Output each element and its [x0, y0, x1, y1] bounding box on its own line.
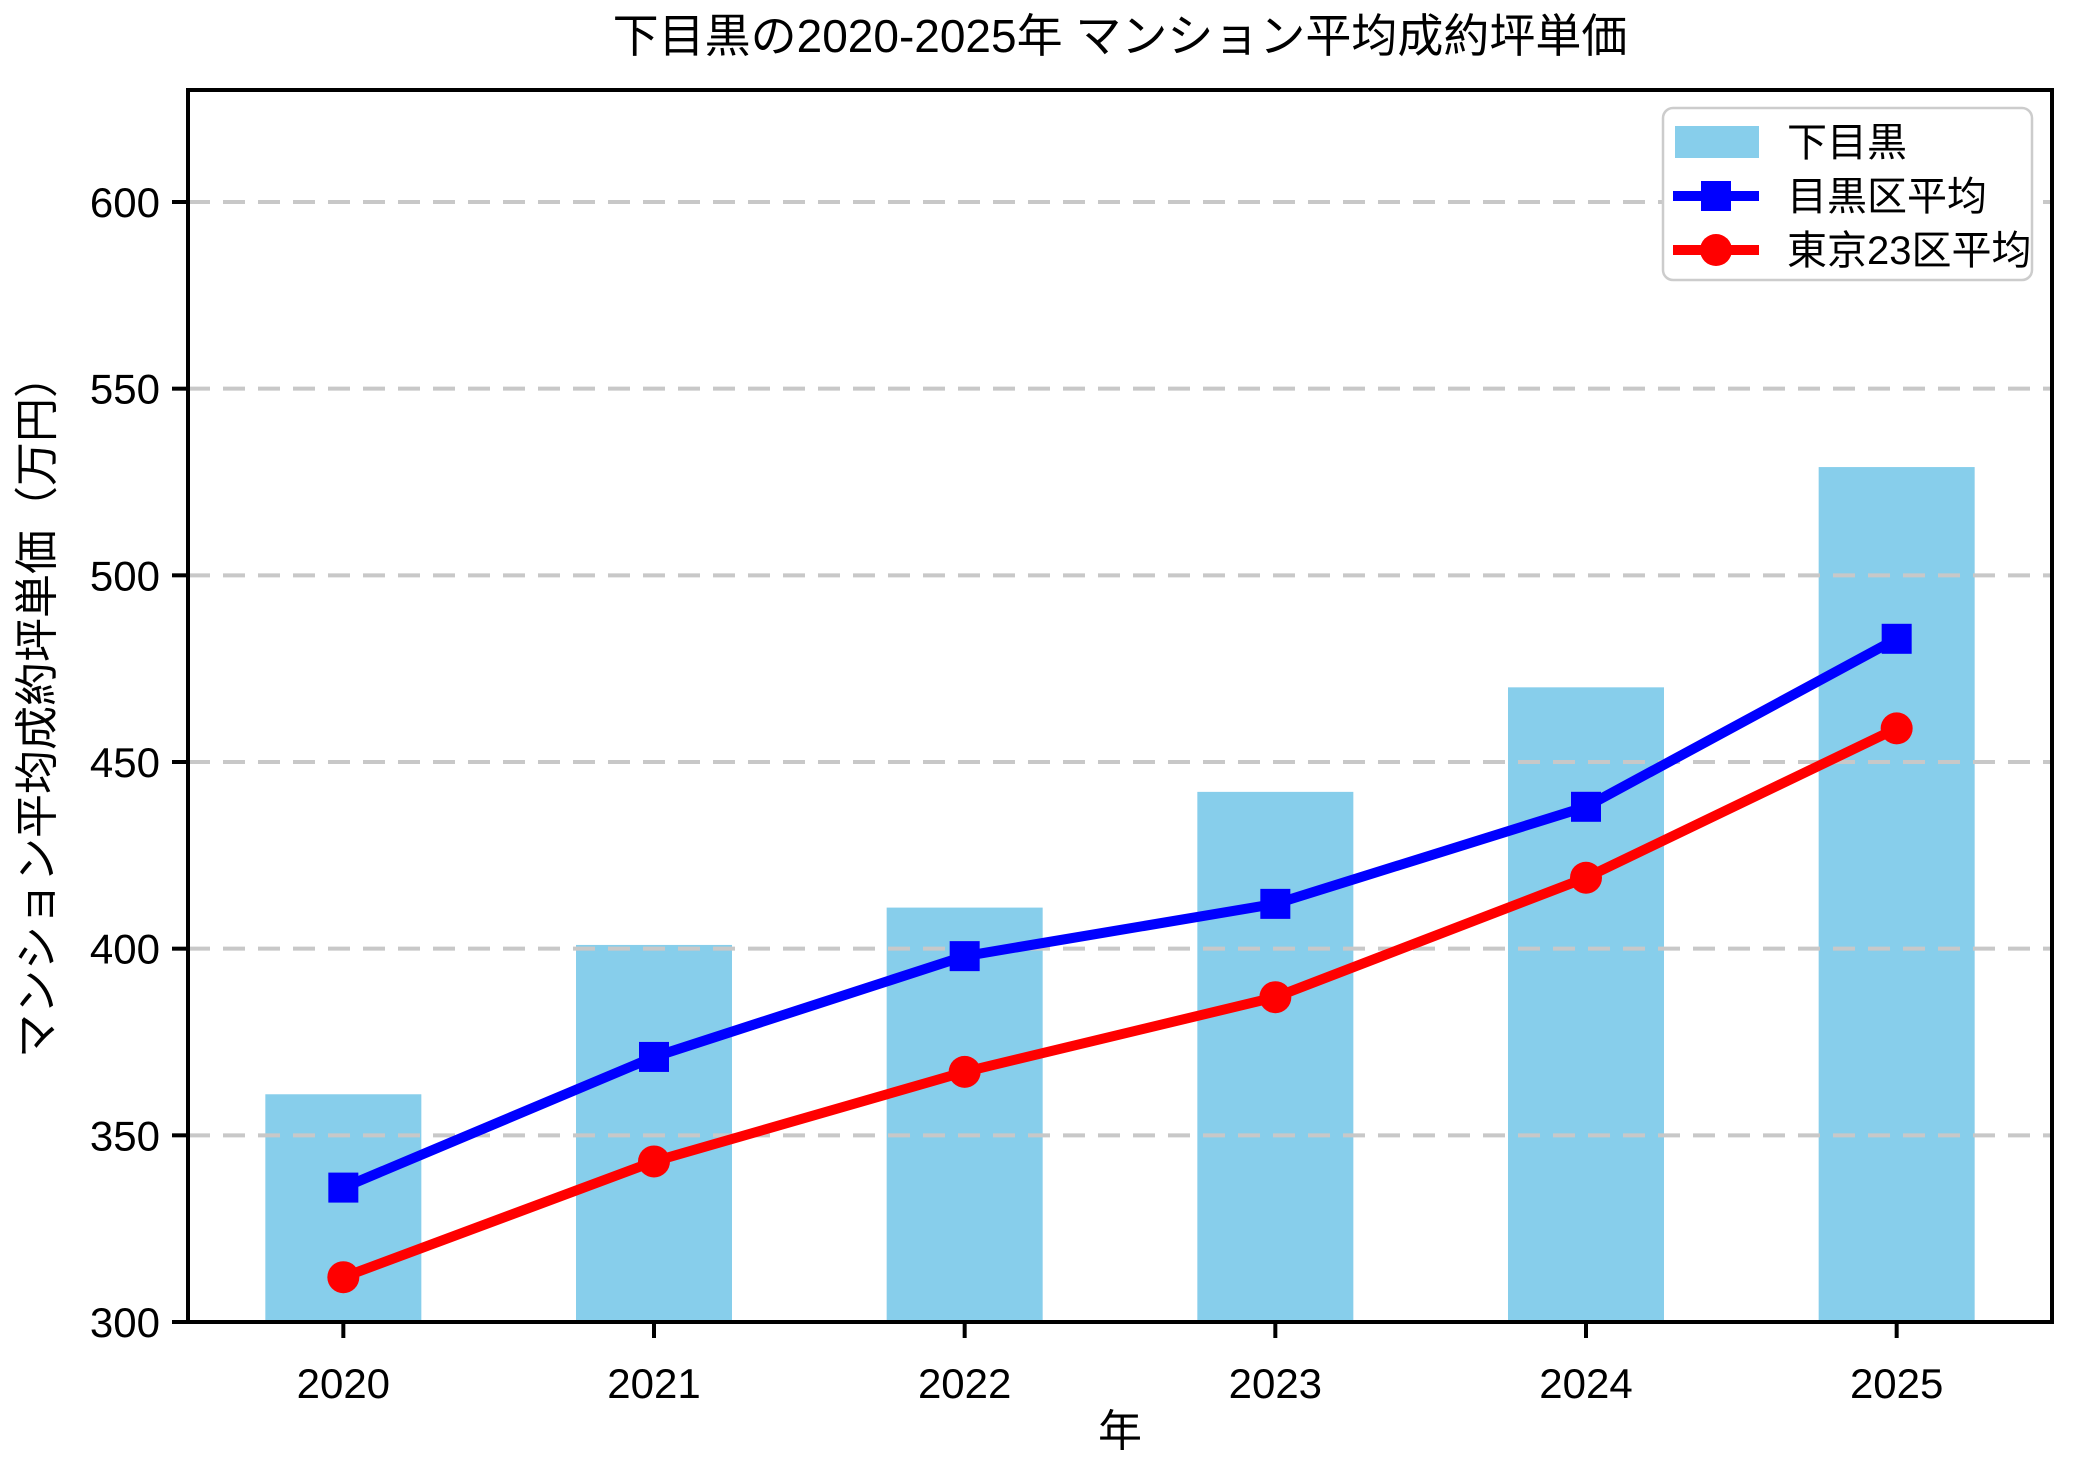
y-tick-label-600: 600 — [90, 179, 160, 226]
x-tick-label-2023: 2023 — [1229, 1360, 1322, 1407]
square-marker — [328, 1172, 359, 1203]
x-tick-label-2022: 2022 — [918, 1360, 1011, 1407]
square-marker — [1881, 623, 1912, 654]
axes-frame — [186, 88, 2054, 1324]
square-marker — [949, 941, 980, 972]
line-series — [327, 623, 1913, 1294]
circle-marker — [1570, 861, 1602, 894]
legend-square-marker — [1701, 181, 1731, 211]
legend-label: 目黒区平均 — [1787, 175, 1987, 219]
y-tick-label-550: 550 — [90, 366, 160, 413]
circle-marker — [1259, 981, 1292, 1014]
y-tick-label-500: 500 — [90, 552, 160, 599]
line-目黒区平均 — [338, 633, 1902, 1193]
square-marker — [639, 1041, 669, 1072]
legend-circle-marker — [1700, 234, 1732, 266]
x-tick-label-2025: 2025 — [1850, 1360, 1943, 1407]
plot-border — [186, 88, 2054, 1324]
legend-label: 東京23区平均 — [1787, 229, 2032, 273]
y-tick-label-350: 350 — [90, 1112, 160, 1159]
line-東京23区平均 — [338, 723, 1902, 1283]
legend-item-目黒区平均: 目黒区平均 — [1673, 175, 1987, 219]
legend-bar-swatch — [1675, 126, 1759, 158]
circle-marker — [1880, 712, 1913, 745]
gridlines — [188, 200, 2052, 1324]
y-tick-label-450: 450 — [90, 739, 160, 786]
bar-2023 — [1197, 791, 1354, 1322]
circle-marker — [327, 1261, 360, 1294]
square-marker — [1571, 791, 1601, 822]
legend-item-下目黒: 下目黒 — [1675, 121, 1907, 165]
circle-marker — [948, 1055, 981, 1088]
legend-item-東京23区平均: 東京23区平均 — [1673, 229, 2032, 273]
bar-series — [265, 467, 1975, 1323]
circle-marker — [638, 1145, 670, 1178]
y-tick-label-300: 300 — [90, 1299, 160, 1346]
bar-2025 — [1818, 467, 1975, 1323]
chart-title: 下目黒の2020-2025年 マンション平均成約坪単価 — [613, 10, 1628, 62]
y-tick-label-400: 400 — [90, 926, 160, 973]
x-tick-label-2020: 2020 — [297, 1360, 390, 1407]
x-tick-label-2024: 2024 — [1539, 1360, 1632, 1407]
square-marker — [1260, 888, 1291, 919]
y-axis-label: マンション平均成約坪単価（万円） — [13, 354, 62, 1058]
tick-marks-and-labels: 300 350 400 450 500 550 600 2020 2021 2022 2023 202… — [90, 179, 1943, 1407]
x-tick-label-2021: 2021 — [607, 1360, 700, 1407]
legend-label: 下目黒 — [1787, 121, 1907, 165]
x-axis-label: 年 — [1098, 1407, 1142, 1456]
